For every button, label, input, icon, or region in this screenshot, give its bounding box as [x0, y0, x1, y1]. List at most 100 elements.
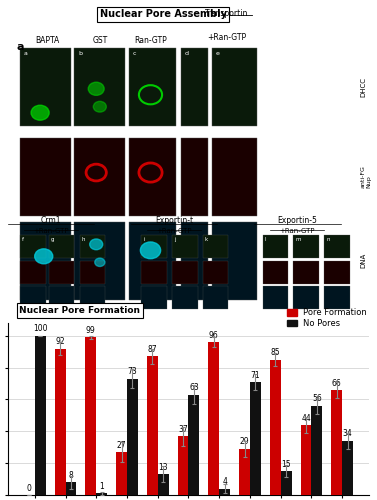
Text: Nuclear Pore Formation: Nuclear Pore Formation: [20, 306, 140, 315]
Bar: [75, 138, 125, 216]
Legend: Pore Formation, No Pores: Pore Formation, No Pores: [285, 306, 369, 330]
Bar: [141, 261, 167, 284]
Text: 0: 0: [27, 484, 32, 492]
Text: 44: 44: [301, 414, 311, 422]
Text: d: d: [185, 52, 189, 57]
Text: a: a: [24, 52, 28, 57]
Text: a: a: [17, 42, 24, 52]
Bar: [20, 236, 46, 258]
Bar: [129, 48, 176, 126]
Bar: [263, 236, 288, 258]
Bar: [212, 48, 257, 126]
Bar: [75, 222, 125, 300]
Bar: [212, 138, 257, 216]
Bar: [324, 261, 349, 284]
Text: e: e: [216, 52, 219, 57]
Bar: [20, 286, 46, 310]
Bar: [250, 382, 261, 495]
Bar: [293, 261, 319, 284]
Text: c: c: [132, 52, 136, 57]
Text: Exportin-t: Exportin-t: [155, 216, 193, 225]
Bar: [263, 286, 288, 310]
Bar: [293, 236, 319, 258]
Text: 96: 96: [209, 330, 219, 340]
Text: h: h: [82, 237, 85, 242]
Bar: [80, 236, 105, 258]
Text: +Ran-GTP: +Ran-GTP: [33, 228, 69, 234]
Text: +Ran-GTP: +Ran-GTP: [156, 228, 192, 234]
Text: j: j: [174, 237, 176, 242]
Text: Transportin: Transportin: [205, 10, 248, 18]
Text: 71: 71: [251, 370, 260, 380]
Text: BAPTA: BAPTA: [35, 36, 60, 46]
Text: Ran-GTP: Ran-GTP: [134, 36, 167, 46]
Bar: [49, 236, 75, 258]
Bar: [311, 406, 322, 495]
Bar: [342, 441, 353, 495]
Circle shape: [95, 258, 105, 266]
Text: k: k: [205, 237, 208, 242]
Text: GST: GST: [92, 36, 107, 46]
Bar: [324, 236, 349, 258]
Text: 27: 27: [117, 440, 126, 450]
Bar: [158, 474, 169, 495]
Text: n: n: [326, 237, 329, 242]
Bar: [172, 286, 198, 310]
Bar: [203, 236, 228, 258]
Bar: [301, 425, 311, 495]
Text: anti-FG
Nup: anti-FG Nup: [360, 166, 371, 188]
Text: 99: 99: [86, 326, 96, 335]
Circle shape: [93, 102, 106, 112]
Bar: [55, 348, 66, 495]
Circle shape: [140, 242, 161, 258]
Text: 66: 66: [332, 378, 342, 388]
Bar: [324, 286, 349, 310]
Bar: [20, 222, 71, 300]
Text: Exportin-5: Exportin-5: [277, 216, 317, 225]
Bar: [270, 360, 281, 495]
Bar: [141, 286, 167, 310]
Text: 1: 1: [99, 482, 104, 491]
Bar: [129, 138, 176, 216]
Bar: [293, 286, 319, 310]
Bar: [212, 222, 257, 300]
Text: 4: 4: [222, 477, 227, 486]
Bar: [181, 48, 208, 126]
Bar: [147, 356, 158, 495]
Text: 8: 8: [69, 471, 73, 480]
Text: 34: 34: [343, 430, 352, 438]
Bar: [49, 286, 75, 310]
Circle shape: [31, 105, 49, 120]
Bar: [66, 482, 76, 495]
Text: 85: 85: [271, 348, 280, 358]
Bar: [178, 436, 188, 495]
Bar: [239, 449, 250, 495]
Bar: [188, 394, 199, 495]
Text: Nuclear Pore Assembly: Nuclear Pore Assembly: [100, 10, 227, 20]
Bar: [172, 236, 198, 258]
Text: 63: 63: [189, 384, 199, 392]
Bar: [96, 494, 107, 495]
Circle shape: [88, 82, 104, 96]
Text: l: l: [265, 237, 266, 242]
Bar: [172, 261, 198, 284]
Bar: [20, 138, 71, 216]
Circle shape: [35, 249, 53, 264]
Text: 15: 15: [281, 460, 291, 468]
Bar: [49, 261, 75, 284]
Text: 92: 92: [55, 337, 65, 346]
Bar: [75, 48, 125, 126]
Bar: [181, 138, 208, 216]
Bar: [331, 390, 342, 495]
Bar: [263, 261, 288, 284]
Bar: [127, 379, 138, 495]
Bar: [141, 236, 167, 258]
Text: g: g: [51, 237, 54, 242]
Bar: [208, 342, 219, 495]
Circle shape: [90, 239, 103, 250]
Text: 37: 37: [178, 424, 188, 434]
Bar: [116, 452, 127, 495]
Text: +Ran-GTP: +Ran-GTP: [207, 34, 246, 42]
Bar: [219, 488, 230, 495]
Text: +Ran-GTP: +Ran-GTP: [279, 228, 315, 234]
